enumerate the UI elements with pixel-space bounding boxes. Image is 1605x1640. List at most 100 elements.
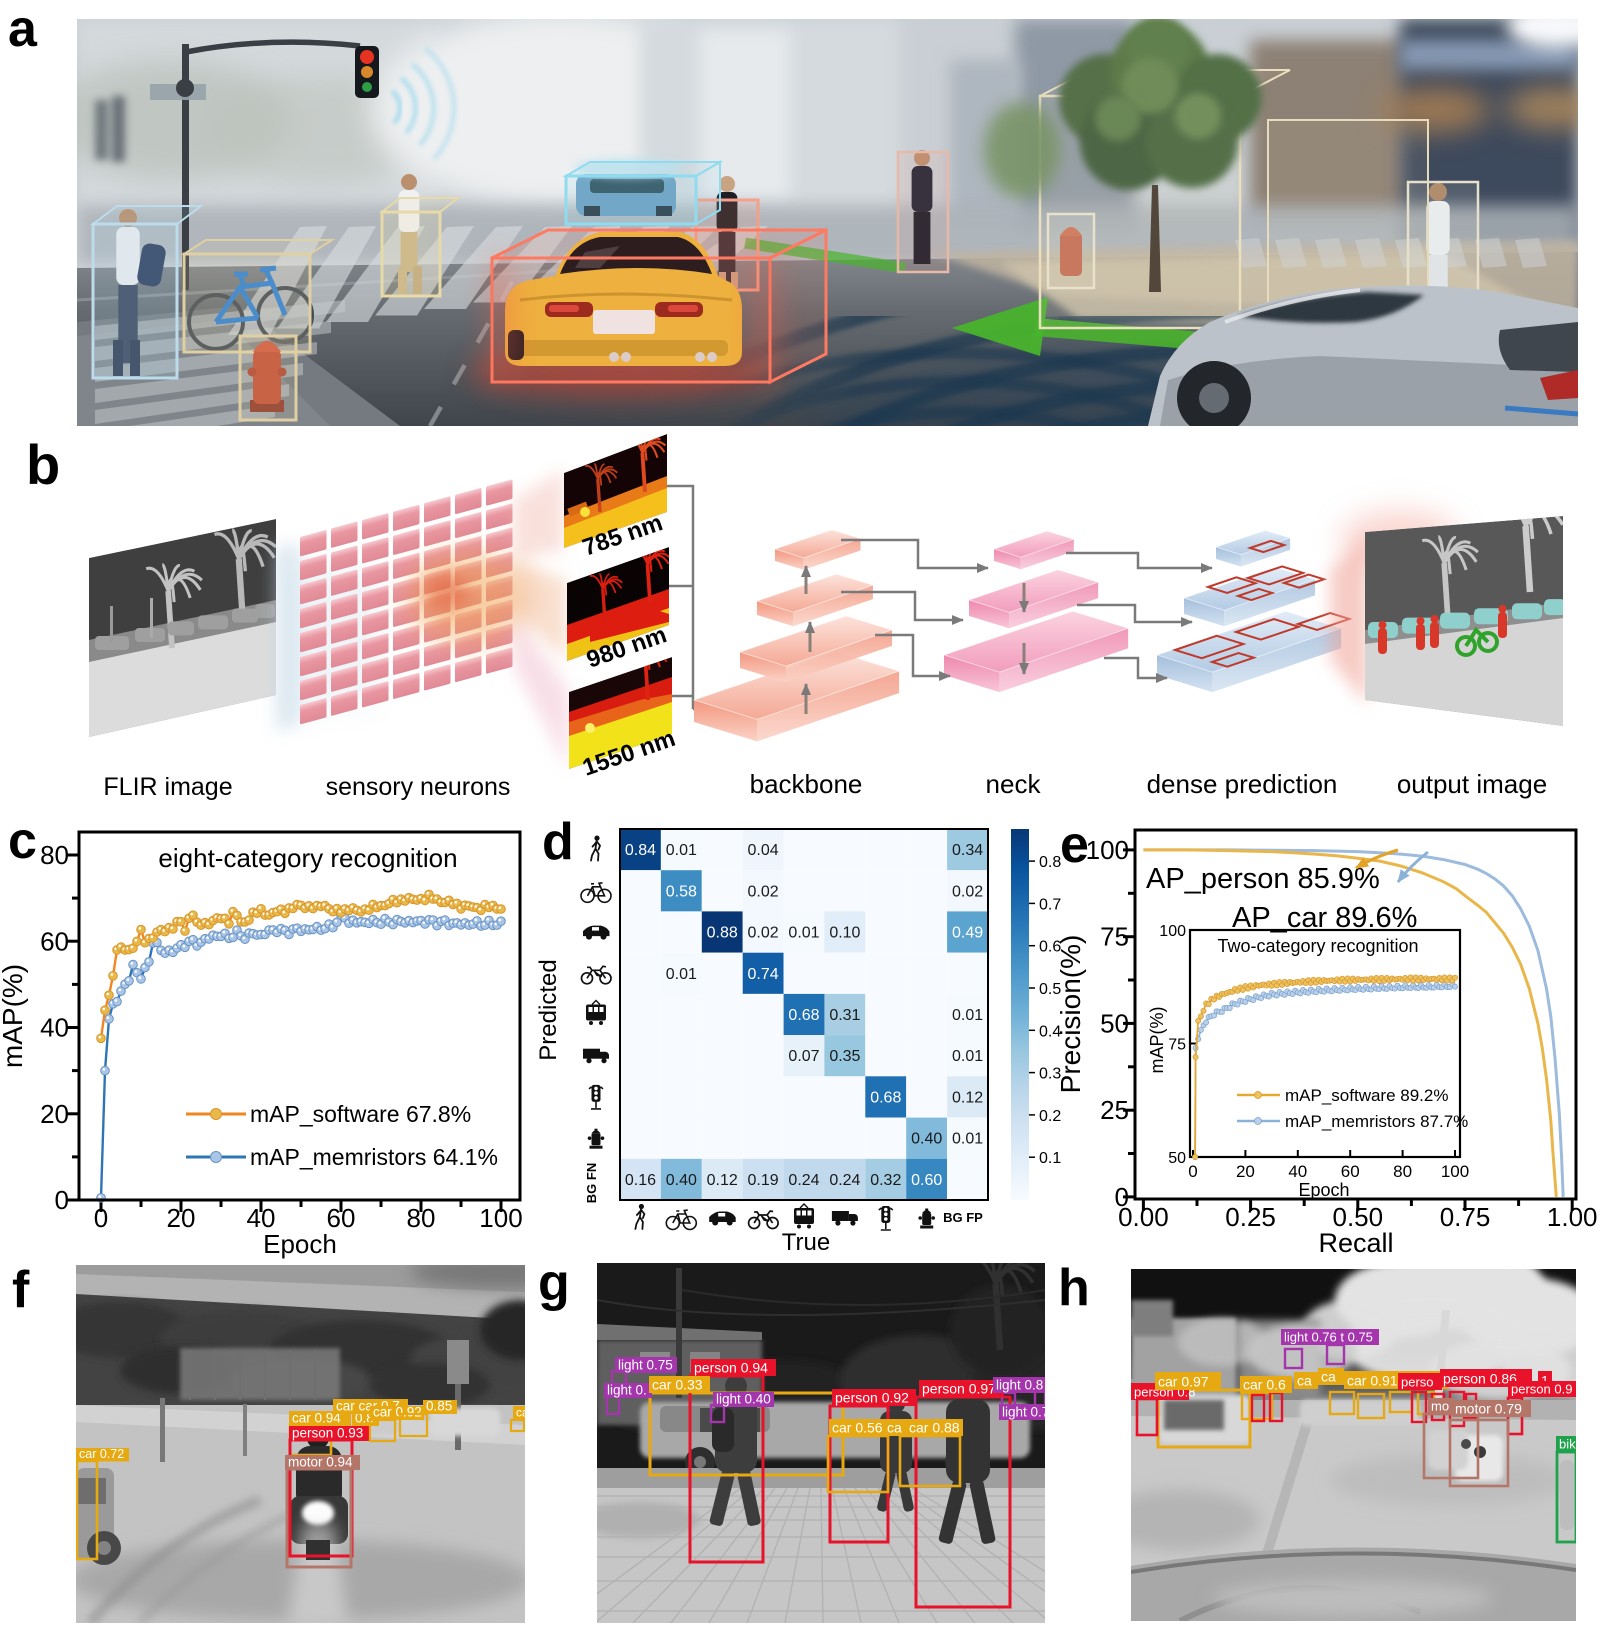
- svg-text:mAP_memristors 64.1%: mAP_memristors 64.1%: [250, 1144, 498, 1170]
- svg-text:0.40: 0.40: [911, 1131, 942, 1148]
- svg-text:0.40: 0.40: [666, 1172, 697, 1189]
- svg-text:0.88: 0.88: [707, 925, 738, 942]
- svg-text:car 0.6: car 0.6: [1243, 1377, 1286, 1393]
- svg-text:Recall: Recall: [1318, 1228, 1393, 1258]
- svg-text:20: 20: [167, 1203, 196, 1233]
- svg-text:motor 0.79: motor 0.79: [1455, 1401, 1522, 1417]
- svg-text:True: True: [782, 1229, 830, 1256]
- svg-text:0.00: 0.00: [1118, 1202, 1169, 1232]
- svg-text:e: e: [1060, 816, 1089, 874]
- svg-text:mAP_software 67.8%: mAP_software 67.8%: [250, 1101, 471, 1127]
- svg-text:Precision(%): Precision(%): [1055, 935, 1086, 1094]
- svg-text:0.49: 0.49: [952, 925, 983, 942]
- svg-text:mAP_memristors 87.7%: mAP_memristors 87.7%: [1285, 1112, 1468, 1131]
- svg-text:0.31: 0.31: [829, 1007, 860, 1024]
- svg-text:backbone: backbone: [750, 769, 863, 799]
- svg-text:0.01: 0.01: [788, 925, 819, 942]
- svg-text:BG FP: BG FP: [943, 1210, 983, 1225]
- svg-text:20: 20: [40, 1099, 69, 1129]
- svg-text:person 0.94: person 0.94: [694, 1360, 768, 1376]
- svg-text:40: 40: [40, 1013, 69, 1043]
- svg-text:0.5: 0.5: [1039, 981, 1061, 998]
- svg-text:car 0.97: car 0.97: [1158, 1374, 1209, 1390]
- svg-text:0.2: 0.2: [1039, 1108, 1061, 1125]
- svg-text:person 0.9: person 0.9: [1511, 1382, 1572, 1397]
- svg-text:h: h: [1058, 1259, 1090, 1317]
- svg-text:light 0.40: light 0.40: [716, 1392, 771, 1407]
- svg-text:1: 1: [1541, 1373, 1549, 1389]
- svg-text:0.1: 0.1: [1039, 1150, 1061, 1167]
- svg-text:light 0.75: light 0.75: [618, 1358, 673, 1373]
- svg-text:dense prediction: dense prediction: [1147, 769, 1338, 799]
- svg-text:mAP(%): mAP(%): [1147, 1007, 1167, 1074]
- svg-text:0: 0: [55, 1185, 69, 1215]
- svg-text:light 0.7: light 0.7: [1002, 1405, 1049, 1420]
- svg-text:100: 100: [1159, 923, 1186, 940]
- svg-text:output image: output image: [1397, 769, 1547, 799]
- svg-text:mAP_software 89.2%: mAP_software 89.2%: [1285, 1086, 1448, 1105]
- svg-text:0.50: 0.50: [1332, 1202, 1383, 1232]
- svg-text:0: 0: [1115, 1182, 1129, 1212]
- svg-text:ca: ca: [1297, 1373, 1312, 1389]
- svg-text:person 0.92: person 0.92: [835, 1390, 909, 1406]
- svg-text:40: 40: [247, 1203, 276, 1233]
- svg-text:0.02: 0.02: [748, 925, 779, 942]
- svg-text:100: 100: [479, 1203, 522, 1233]
- svg-text:0.01: 0.01: [666, 842, 697, 859]
- svg-text:50: 50: [1100, 1008, 1129, 1038]
- svg-text:25: 25: [1100, 1095, 1129, 1125]
- svg-text:0.01: 0.01: [666, 966, 697, 983]
- svg-text:AP_car 89.6%: AP_car 89.6%: [1232, 902, 1417, 934]
- svg-text:Two-category recognition: Two-category recognition: [1217, 936, 1418, 956]
- svg-text:person 0.93: person 0.93: [292, 1426, 363, 1441]
- svg-text:80: 80: [407, 1203, 436, 1233]
- svg-text:person 0.86: person 0.86: [1443, 1371, 1517, 1387]
- svg-text:0.01: 0.01: [952, 1007, 983, 1024]
- svg-text:80: 80: [40, 840, 69, 870]
- svg-text:0.35: 0.35: [829, 1048, 860, 1065]
- svg-text:40: 40: [1288, 1162, 1307, 1181]
- svg-text:person 0.97: person 0.97: [922, 1381, 996, 1397]
- svg-text:0.24: 0.24: [788, 1172, 819, 1189]
- svg-text:Epoch: Epoch: [263, 1229, 337, 1259]
- svg-text:eight-category recognition: eight-category recognition: [158, 843, 457, 873]
- svg-text:f: f: [12, 1261, 30, 1319]
- svg-text:mo: mo: [1431, 1399, 1449, 1414]
- svg-text:FLIR image: FLIR image: [103, 773, 232, 801]
- svg-text:0.10: 0.10: [829, 925, 860, 942]
- svg-text:0.12: 0.12: [952, 1089, 983, 1106]
- svg-text:0.60: 0.60: [911, 1172, 942, 1189]
- svg-text:75: 75: [1100, 922, 1129, 952]
- svg-text:0.34: 0.34: [952, 842, 983, 859]
- svg-text:0.3: 0.3: [1039, 1066, 1061, 1083]
- svg-text:bik: bik: [1559, 1437, 1576, 1452]
- svg-text:0.01: 0.01: [952, 1131, 983, 1148]
- svg-text:75: 75: [1168, 1037, 1186, 1054]
- svg-text:60: 60: [1341, 1162, 1360, 1181]
- svg-text:Epoch: Epoch: [1298, 1180, 1349, 1200]
- svg-text:a: a: [8, 0, 38, 58]
- svg-text:0.32: 0.32: [870, 1172, 901, 1189]
- svg-text:100: 100: [1441, 1162, 1469, 1181]
- svg-text:100: 100: [1086, 835, 1129, 865]
- svg-text:b: b: [26, 433, 60, 496]
- svg-text:0.85: 0.85: [426, 1399, 452, 1414]
- svg-text:80: 80: [1393, 1162, 1412, 1181]
- svg-text:motor 0.94: motor 0.94: [288, 1455, 353, 1470]
- svg-text:perso: perso: [1401, 1375, 1434, 1390]
- svg-text:1.00: 1.00: [1547, 1202, 1598, 1232]
- svg-text:0.04: 0.04: [748, 842, 779, 859]
- svg-text:d: d: [542, 813, 574, 871]
- svg-text:0.24: 0.24: [829, 1172, 860, 1189]
- svg-text:car 0.88: car 0.88: [909, 1420, 960, 1436]
- svg-text:g: g: [538, 1254, 570, 1312]
- svg-text:60: 60: [40, 926, 69, 956]
- svg-text:0.7: 0.7: [1039, 896, 1061, 913]
- svg-text:0.74: 0.74: [748, 966, 779, 983]
- svg-text:0.01: 0.01: [952, 1048, 983, 1065]
- svg-text:50: 50: [1168, 1150, 1186, 1167]
- svg-text:ca: ca: [1321, 1369, 1336, 1385]
- svg-text:0.6: 0.6: [1039, 939, 1061, 956]
- svg-text:BG FN: BG FN: [584, 1163, 599, 1203]
- svg-text:0.84: 0.84: [625, 842, 656, 859]
